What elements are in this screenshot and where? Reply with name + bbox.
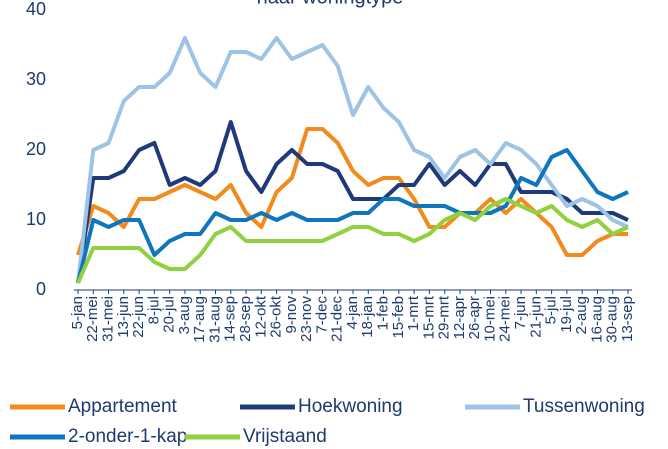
x-tick-label: 31-aug [206, 296, 223, 343]
x-tick-label: 18-jan [359, 296, 376, 338]
x-tick-label: 22-jun [130, 296, 147, 338]
x-tick-label: 1-mrt [405, 295, 422, 331]
x-tick-label: 19-jul [558, 296, 575, 333]
x-tick-label: 26-okt [268, 295, 285, 338]
series-line [76, 148, 629, 284]
y-tick-label: 20 [26, 139, 46, 159]
x-tick-label: 12-okt [252, 295, 269, 338]
x-tick-label: 1-feb [375, 296, 392, 330]
x-tick-label: 9-nov [283, 296, 300, 334]
x-tick-label: 21-dec [329, 296, 346, 342]
x-tick-label: 14-sep [222, 296, 239, 342]
x-tick-label: 28-sep [237, 296, 254, 342]
x-tick-label: 15-mrt [420, 295, 437, 339]
x-tick-label: 24-mei [497, 296, 514, 342]
x-tick-label: 26-apr [466, 296, 483, 339]
y-tick-label: 30 [26, 69, 46, 89]
x-tick-label: 13-jun [115, 296, 132, 338]
x-tick-label: 17-aug [191, 296, 208, 343]
y-tick-label: 0 [36, 279, 46, 299]
x-tick-label: 20-jul [161, 296, 178, 333]
x-tick-label: 7-jun [512, 296, 529, 329]
x-tick-label: 5-jan [69, 296, 86, 329]
x-tick-label: 4-jan [344, 296, 361, 329]
series-line [76, 36, 629, 284]
y-tick-label: 10 [26, 209, 46, 229]
legend-label: 2-onder-1-kap [68, 426, 187, 447]
x-tick-label: 3-aug [176, 296, 193, 334]
y-tick-label: 40 [26, 0, 46, 19]
legend-label: Hoekwoning [298, 396, 403, 417]
x-tick-label: 30-aug [604, 296, 621, 343]
x-tick-label: 21-jun [527, 296, 544, 338]
x-tick-label: 23-nov [298, 296, 315, 342]
x-tick-label: 15-feb [390, 296, 407, 339]
legend-label: Appartement [68, 396, 178, 417]
series-line [76, 120, 629, 284]
x-tick-label: 31-mei [100, 296, 117, 342]
legend-label: Tussenwoning [523, 396, 645, 417]
chart-title: naar woningtype [257, 0, 404, 8]
x-tick-label: 10-mei [481, 296, 498, 342]
x-tick-label: 12-apr [451, 296, 468, 339]
series-line [76, 197, 629, 284]
x-tick-label: 29-mrt [436, 295, 453, 339]
x-tick-label: 13-sep [619, 296, 636, 342]
x-tick-label: 22-mei [84, 296, 101, 342]
legend-label: Vrijstaand [243, 426, 327, 447]
x-tick-label: 2-aug [573, 296, 590, 334]
x-tick-label: 16-aug [588, 296, 605, 343]
x-tick-label: 8-jul [145, 296, 162, 324]
x-tick-label: 7-dec [313, 296, 330, 334]
x-tick-label: 5-jul [543, 296, 560, 324]
